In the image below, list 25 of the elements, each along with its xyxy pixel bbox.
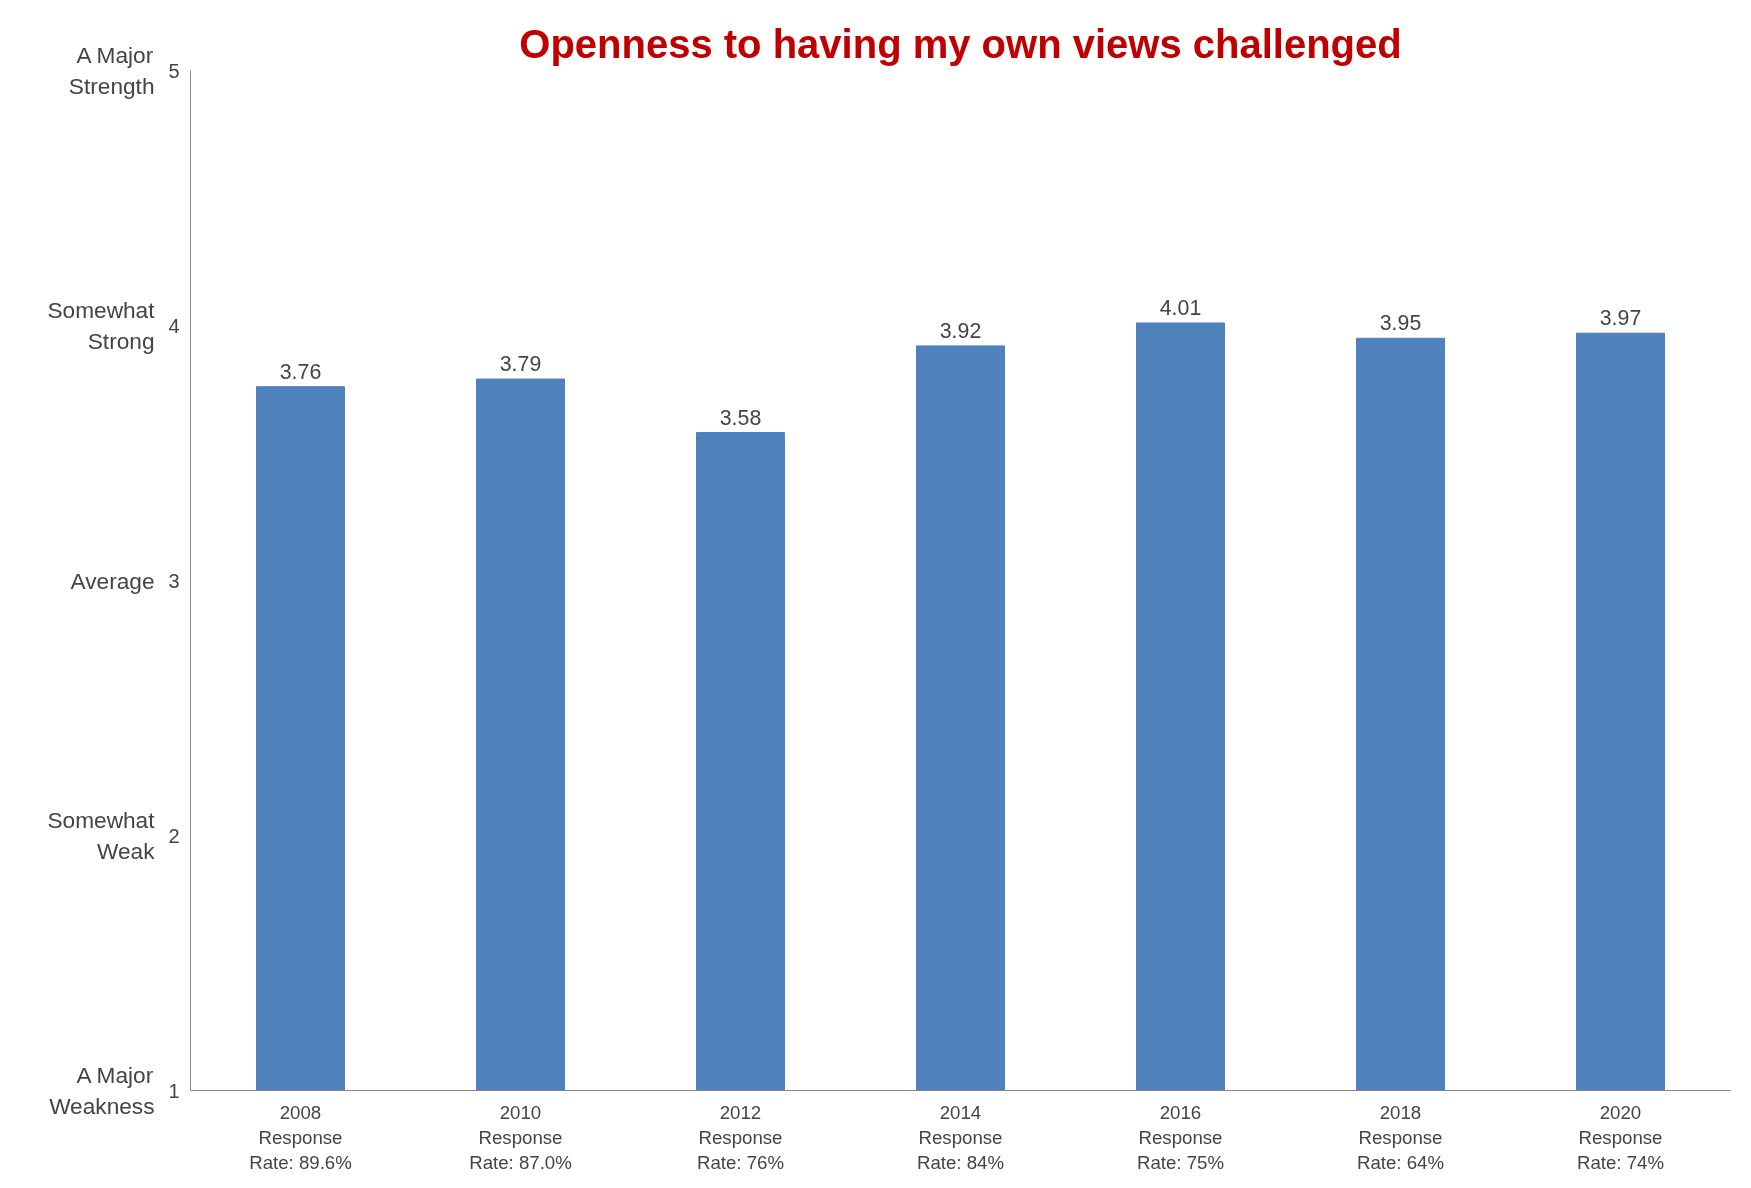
data-label: 3.76 — [279, 359, 322, 384]
x-tick-label: 2016 Response Rate: 75% — [1136, 1101, 1225, 1173]
x-tick-label: 2012 Response Rate: 76% — [696, 1101, 785, 1173]
x-tick-label: 2018 Response Rate: 64% — [1356, 1101, 1445, 1173]
data-label: 3.58 — [719, 405, 762, 430]
y-tick-label: 1 — [168, 1079, 180, 1102]
data-label: 3.79 — [499, 352, 542, 377]
text: Somewhat Weak — [47, 806, 156, 865]
y-tick-label: 4 — [168, 314, 180, 337]
text: A Major Strength — [68, 41, 155, 100]
data-label: 4.01 — [1159, 295, 1202, 320]
text: Somewhat Strong — [47, 296, 156, 355]
y-tick-label: 5 — [168, 59, 180, 82]
text: Average — [70, 567, 155, 594]
data-label: 3.95 — [1379, 311, 1422, 336]
x-tick-label: 2014 Response Rate: 84% — [916, 1101, 1005, 1173]
x-tick-label: 2010 Response Rate: 87.0% — [469, 1101, 572, 1173]
x-tick-label: 2020 Response Rate: 74% — [1576, 1101, 1665, 1173]
text: A Major Weakness — [49, 1061, 155, 1120]
data-label: 3.92 — [939, 318, 982, 343]
x-tick-label: 2008 Response Rate: 89.6% — [249, 1101, 352, 1173]
data-label: 3.97 — [1599, 306, 1642, 331]
y-tick-label: 2 — [168, 824, 180, 847]
chart-title: Openness to having my own views challenged — [519, 21, 1402, 66]
y-tick-label: 3 — [168, 569, 180, 592]
